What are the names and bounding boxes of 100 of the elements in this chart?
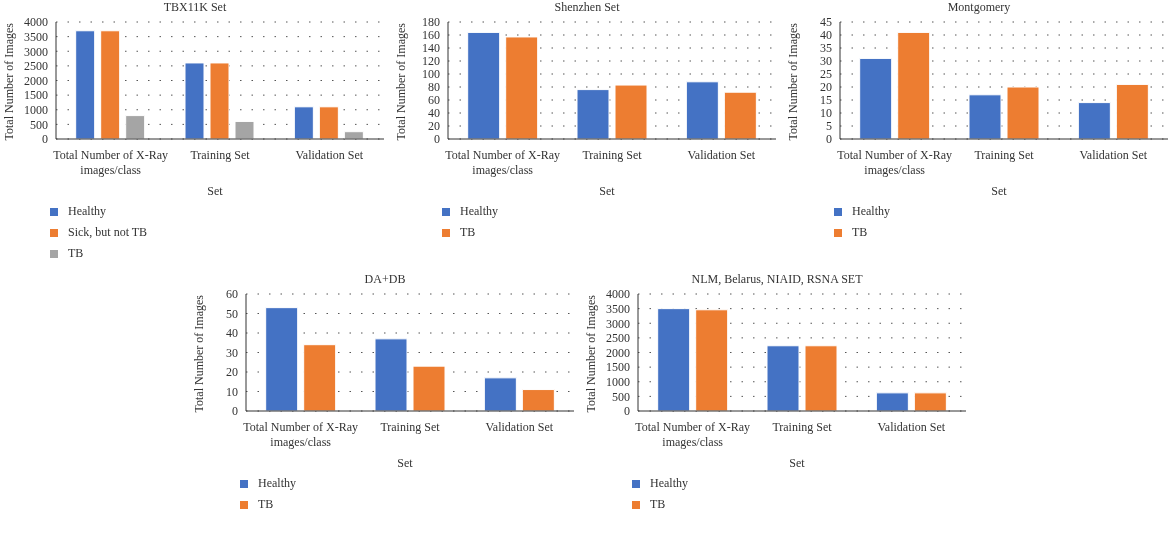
x-tick-label: Training Set xyxy=(582,148,643,162)
y-tick-label: 2500 xyxy=(606,331,630,346)
bar xyxy=(657,308,691,411)
y-tick-label: 500 xyxy=(30,117,48,132)
y-tick-label: 0 xyxy=(826,132,832,147)
bar xyxy=(303,344,337,411)
y-tick-label: 30 xyxy=(226,345,238,360)
bar xyxy=(1115,83,1149,139)
legend-label: TB xyxy=(650,497,666,512)
y-tick-label: 500 xyxy=(612,389,630,404)
bar xyxy=(804,345,838,411)
y-tick-label: 4000 xyxy=(606,287,630,302)
legend-label: TB xyxy=(460,225,476,240)
y-tick-label: 60 xyxy=(226,287,238,302)
x-tick-label: Validation Set xyxy=(295,148,364,162)
x-axis-title: Set xyxy=(990,184,1008,200)
legend-label: Healthy xyxy=(258,476,296,491)
bar xyxy=(75,30,96,139)
y-tick-label: 1500 xyxy=(606,360,630,375)
legend-label: TB xyxy=(258,497,274,512)
bar xyxy=(234,120,255,139)
x-axis-title: Set xyxy=(788,456,806,472)
y-tick-label: 60 xyxy=(428,93,440,108)
legend-label: TB xyxy=(68,246,84,261)
y-tick-label: 0 xyxy=(42,132,48,147)
y-tick-label: 3500 xyxy=(606,301,630,316)
y-tick-label: 3000 xyxy=(24,44,48,59)
chart-title: Shenzhen Set xyxy=(553,0,621,16)
y-tick-label: 30 xyxy=(820,54,832,69)
y-tick-label: 4000 xyxy=(24,15,48,30)
bar xyxy=(483,377,517,411)
y-tick-label: 2500 xyxy=(24,59,48,74)
y-tick-label: 1000 xyxy=(24,103,48,118)
bar xyxy=(1077,102,1111,139)
y-tick-label: 0 xyxy=(624,404,630,419)
bar xyxy=(412,365,446,411)
x-tick-label: Training Set xyxy=(380,420,441,434)
y-axis-title: Total Number of Images xyxy=(192,294,207,413)
x-tick-label: Validation Set xyxy=(1079,148,1148,162)
y-tick-label: 180 xyxy=(422,15,440,30)
bar xyxy=(374,338,408,411)
x-tick-label: Validation Set xyxy=(687,148,756,162)
y-tick-label: 160 xyxy=(422,28,440,43)
bar xyxy=(576,89,610,139)
y-tick-label: 10 xyxy=(226,384,238,399)
x-tick-label: Training Set xyxy=(974,148,1035,162)
y-tick-label: 5 xyxy=(826,119,832,134)
bar xyxy=(265,307,299,411)
x-tick-label: Total Number of X-Ray images/class xyxy=(837,148,953,177)
bar xyxy=(1006,86,1040,139)
chart-title: Montgomery xyxy=(946,0,1012,16)
legend-label: Healthy xyxy=(460,204,498,219)
y-axis-title: Total Number of Images xyxy=(584,294,599,413)
x-tick-label: Total Number of X-Ray images/class xyxy=(445,148,561,177)
bar xyxy=(184,62,205,139)
x-tick-label: Total Number of X-Ray images/class xyxy=(53,148,169,177)
y-axis-title: Total Number of Images xyxy=(394,22,409,141)
x-axis-title: Set xyxy=(206,184,224,200)
legend-label: TB xyxy=(852,225,868,240)
y-tick-label: 15 xyxy=(820,93,832,108)
x-tick-label: Total Number of X-Ray images/class xyxy=(243,420,359,449)
y-tick-label: 20 xyxy=(820,80,832,95)
y-tick-label: 1500 xyxy=(24,88,48,103)
y-tick-label: 80 xyxy=(428,80,440,95)
y-tick-label: 40 xyxy=(820,28,832,43)
y-axis-title: Total Number of Images xyxy=(2,22,17,141)
bar xyxy=(293,106,314,139)
y-tick-label: 45 xyxy=(820,15,832,30)
bar xyxy=(505,36,539,139)
y-tick-label: 2000 xyxy=(24,73,48,88)
bar xyxy=(209,62,230,139)
bar xyxy=(695,309,729,411)
bar xyxy=(467,31,501,139)
y-tick-label: 1000 xyxy=(606,375,630,390)
y-tick-label: 0 xyxy=(232,404,238,419)
x-tick-label: Total Number of X-Ray images/class xyxy=(635,420,751,449)
y-tick-label: 0 xyxy=(434,132,440,147)
bar xyxy=(125,115,146,139)
y-tick-label: 3000 xyxy=(606,316,630,331)
x-tick-label: Validation Set xyxy=(877,420,946,434)
bar xyxy=(897,31,931,139)
bar xyxy=(521,389,555,411)
bar xyxy=(685,81,719,139)
y-tick-label: 120 xyxy=(422,54,440,69)
y-tick-label: 2000 xyxy=(606,345,630,360)
chart-title: NLM, Belarus, NIAID, RSNA SET xyxy=(690,272,864,288)
bar xyxy=(343,131,364,139)
bar xyxy=(968,94,1002,139)
x-tick-label: Training Set xyxy=(772,420,833,434)
x-tick-label: Validation Set xyxy=(485,420,554,434)
chart-title: DA+DB xyxy=(363,272,407,288)
bar xyxy=(875,392,909,411)
y-tick-label: 140 xyxy=(422,41,440,56)
legend-label: Sick, but not TB xyxy=(68,225,148,240)
bar xyxy=(318,106,339,139)
bar xyxy=(859,57,893,139)
bar xyxy=(766,345,800,411)
y-tick-label: 100 xyxy=(422,67,440,82)
y-tick-label: 50 xyxy=(226,306,238,321)
y-tick-label: 40 xyxy=(226,326,238,341)
